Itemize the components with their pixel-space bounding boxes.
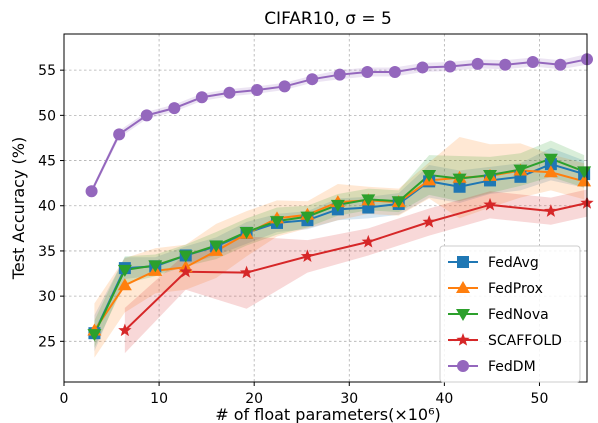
fedprox-point bbox=[117, 278, 132, 291]
fednova-point bbox=[87, 329, 102, 342]
legend-marker-fednova bbox=[456, 309, 470, 321]
fednova-point bbox=[483, 170, 498, 183]
scaffold-point bbox=[118, 323, 132, 337]
fednova-point bbox=[209, 240, 224, 253]
fednova-point bbox=[422, 170, 437, 183]
legend-box bbox=[439, 245, 581, 383]
feddm-point bbox=[278, 80, 291, 93]
scaffold-point bbox=[422, 215, 436, 228]
feddm-point bbox=[85, 185, 98, 198]
feddm-point bbox=[251, 84, 264, 97]
fedprox-point bbox=[543, 165, 558, 178]
y-tick-label: 40 bbox=[38, 199, 56, 215]
legend-label-fednova: FedNova bbox=[488, 307, 549, 323]
legend-marker-fedprox bbox=[456, 281, 470, 293]
scaffold-point bbox=[179, 264, 193, 278]
scaffold-point bbox=[239, 265, 254, 279]
legend-label-fedavg: FedAvg bbox=[488, 255, 539, 271]
fednova-point bbox=[577, 166, 592, 179]
feddm-point bbox=[333, 68, 346, 81]
legend-label-feddm: FedDM bbox=[488, 359, 536, 375]
y-tick-label: 55 bbox=[38, 63, 56, 79]
fedavg-point bbox=[453, 180, 466, 193]
y-tick-label: 35 bbox=[38, 244, 56, 260]
feddm-point bbox=[140, 109, 153, 122]
fednova-point bbox=[391, 196, 406, 209]
y-tick-label: 25 bbox=[38, 334, 56, 350]
x-tick-label: 40 bbox=[435, 391, 453, 407]
grid-lines bbox=[63, 34, 587, 382]
feddm-point bbox=[195, 91, 208, 104]
feddm-point bbox=[361, 65, 374, 78]
y-tick-label: 30 bbox=[38, 289, 56, 305]
fednova-point bbox=[361, 194, 376, 207]
legend-marker-fedavg bbox=[457, 256, 469, 268]
fednova-point bbox=[300, 211, 315, 224]
scaffold-point bbox=[483, 197, 497, 211]
feddm-point bbox=[554, 58, 567, 71]
feddm-point bbox=[471, 57, 484, 70]
legend-marker-feddm bbox=[457, 360, 469, 372]
x-axis-label: # of float parameters(×10⁶) bbox=[215, 405, 441, 423]
fednova-point bbox=[117, 264, 132, 277]
feddm-point bbox=[416, 61, 429, 74]
x-tick-label: 30 bbox=[340, 391, 358, 407]
fednova-point bbox=[452, 173, 467, 186]
y-tick-label: 45 bbox=[38, 154, 56, 170]
feddm-point bbox=[306, 73, 319, 86]
y-tick-label: 50 bbox=[38, 108, 56, 124]
x-tick-label: 50 bbox=[531, 391, 549, 407]
fednova-point bbox=[330, 199, 345, 212]
y-axis-label: Test Accuracy (%) bbox=[9, 137, 28, 280]
feddm-point bbox=[223, 86, 236, 99]
feddm-point bbox=[388, 65, 401, 78]
feddm-point bbox=[113, 128, 126, 141]
legend: FedAvg FedProx FedNova SCAFFOLD FedDM bbox=[439, 245, 581, 383]
axes: 0 10 20 30 40 50 25 30 35 40 45 50 55 bbox=[38, 33, 588, 407]
feddm-point bbox=[168, 102, 181, 115]
fednova-point bbox=[178, 250, 193, 263]
fedprox-point bbox=[577, 174, 592, 187]
scaffold-point bbox=[361, 234, 375, 248]
fednova-point bbox=[270, 216, 285, 229]
legend-marker-scaffold bbox=[456, 333, 470, 346]
fednova-point bbox=[239, 226, 254, 239]
legend-label-fedprox: FedProx bbox=[488, 281, 543, 297]
x-tick-label: 0 bbox=[60, 391, 69, 407]
fedavg-band bbox=[94, 147, 585, 352]
scaffold-point bbox=[300, 249, 315, 263]
scaffold-point bbox=[544, 204, 558, 217]
chart-title: CIFAR10, σ = 5 bbox=[264, 9, 392, 29]
feddm-point bbox=[526, 56, 539, 69]
x-tick-label: 20 bbox=[245, 391, 263, 407]
series-markers bbox=[85, 53, 594, 342]
fednova-point bbox=[148, 260, 163, 273]
legend-label-scaffold: SCAFFOLD bbox=[488, 333, 562, 349]
fednova-point bbox=[513, 164, 528, 177]
feddm-point bbox=[499, 58, 512, 71]
plot-frame bbox=[63, 33, 588, 383]
fednova-point bbox=[543, 153, 558, 166]
feddm-point bbox=[444, 60, 457, 73]
x-tick-label: 10 bbox=[150, 391, 168, 407]
